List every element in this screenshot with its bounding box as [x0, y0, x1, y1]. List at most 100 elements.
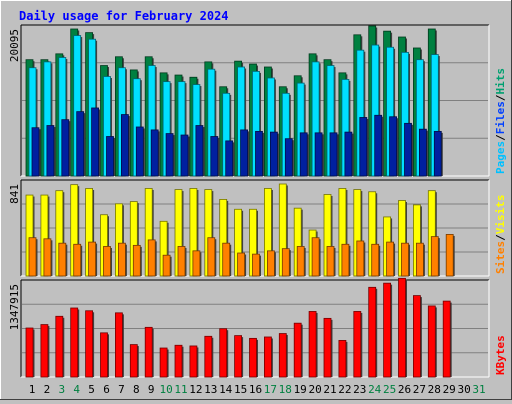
- bar-sites-21: [327, 246, 334, 276]
- bar-kbytes-13: [205, 336, 212, 377]
- bar-pages-11: [181, 135, 188, 176]
- bar-pages-12: [196, 126, 203, 176]
- bar-kbytes-29: [443, 301, 450, 377]
- bar-pages-5: [92, 108, 99, 176]
- bar-kbytes-21: [324, 318, 331, 377]
- x-tick-label: 14: [219, 383, 233, 396]
- x-tick-label: 9: [148, 383, 155, 396]
- bar-pages-6: [107, 136, 114, 176]
- x-tick-label: 26: [398, 383, 411, 396]
- legend-hits-files-pages: Pages/Files/Hits: [494, 68, 507, 174]
- x-tick-label: 2: [44, 383, 51, 396]
- bar-sites-6: [104, 246, 111, 276]
- x-tick-label: 5: [88, 383, 95, 396]
- bar-kbytes-10: [160, 348, 167, 377]
- x-tick-label: 10: [159, 383, 172, 396]
- bar-pages-8: [136, 127, 143, 176]
- bar-kbytes-22: [339, 340, 346, 377]
- legend-item: Sites: [494, 241, 507, 274]
- bar-kbytes-9: [145, 327, 152, 377]
- bar-kbytes-27: [413, 296, 420, 377]
- bar-pages-25: [390, 117, 397, 176]
- x-tick-label: 21: [323, 383, 336, 396]
- x-tick-label: 8: [133, 383, 140, 396]
- bar-pages-2: [47, 126, 54, 176]
- x-tick-label: 18: [279, 383, 292, 396]
- bar-pages-4: [77, 112, 84, 176]
- bar-sites-26: [402, 243, 409, 276]
- bar-pages-9: [151, 130, 158, 176]
- x-tick-label: 17: [264, 383, 277, 396]
- x-tick-label: 3: [58, 383, 65, 396]
- bar-pages-17: [270, 132, 277, 176]
- chart-title: Daily usage for February 2024: [19, 9, 229, 23]
- x-tick-label: 29: [443, 383, 456, 396]
- bar-sites-25: [387, 242, 394, 276]
- bar-kbytes-25: [384, 283, 391, 377]
- bar-pages-26: [405, 123, 412, 176]
- bar-kbytes-15: [235, 336, 242, 377]
- bar-pages-13: [211, 136, 218, 176]
- bar-kbytes-12: [190, 346, 197, 377]
- bar-sites-4: [74, 244, 81, 276]
- bar-sites-1: [29, 238, 36, 276]
- bar-kbytes-11: [175, 345, 182, 377]
- bar-pages-21: [330, 133, 337, 176]
- bar-kbytes-28: [428, 306, 435, 377]
- bar-sites-14: [223, 243, 230, 276]
- bar-kbytes-8: [130, 345, 137, 377]
- x-tick-label: 4: [73, 383, 80, 396]
- legend-kbytes: KBytes: [494, 335, 507, 375]
- bar-kbytes-14: [220, 329, 227, 377]
- bar-kbytes-18: [279, 334, 286, 377]
- legend-item: KBytes: [494, 335, 507, 375]
- bar-sites-9: [148, 240, 155, 276]
- bar-sites-27: [416, 243, 423, 276]
- bar-kbytes-5: [86, 311, 93, 377]
- x-tick-label: 23: [353, 383, 366, 396]
- bar-kbytes-23: [354, 311, 361, 377]
- panel-hits-files-pages: 20095 Pages/Files/Hits: [8, 25, 507, 176]
- x-tick-label: 13: [204, 383, 217, 396]
- bar-kbytes-1: [26, 328, 33, 377]
- legend-visits-sites: Sites/Visits: [494, 195, 507, 275]
- bar-kbytes-17: [264, 337, 271, 377]
- bar-sites-2: [44, 239, 51, 276]
- bar-sites-28: [431, 237, 438, 276]
- axis-max-label: 20095: [8, 29, 21, 62]
- bar-kbytes-16: [250, 338, 257, 377]
- bar-kbytes-19: [294, 323, 301, 377]
- axis-max-label: 1347915: [8, 284, 21, 330]
- x-tick-label: 20: [308, 383, 321, 396]
- bar-pages-27: [419, 129, 426, 176]
- bar-sites-10: [163, 255, 170, 276]
- bar-sites-3: [59, 243, 66, 276]
- bar-pages-20: [315, 133, 322, 176]
- bar-pages-15: [241, 130, 248, 176]
- x-tick-label: 19: [294, 383, 307, 396]
- x-tick-label: 7: [118, 383, 125, 396]
- x-tick-label: 22: [338, 383, 351, 396]
- x-tick-label: 6: [103, 383, 110, 396]
- bar-sites-12: [193, 251, 200, 276]
- x-tick-label: 16: [249, 383, 262, 396]
- x-tick-label: 11: [174, 383, 187, 396]
- bar-kbytes-6: [101, 333, 108, 377]
- bar-sites-15: [238, 253, 245, 276]
- x-tick-label: 30: [457, 383, 470, 396]
- bar-kbytes-2: [41, 325, 48, 377]
- bar-sites-23: [357, 241, 364, 276]
- bar-sites-7: [118, 243, 125, 276]
- bar-pages-10: [166, 134, 173, 176]
- legend-item: Files: [494, 101, 507, 134]
- x-tick-label: 24: [368, 383, 382, 396]
- bar-sites-29: [446, 234, 453, 276]
- bar-sites-22: [342, 244, 349, 276]
- bar-sites-17: [267, 251, 274, 276]
- bar-sites-18: [282, 249, 289, 276]
- bar-kbytes-3: [56, 316, 63, 377]
- bar-pages-7: [121, 115, 128, 176]
- bar-pages-14: [226, 141, 233, 176]
